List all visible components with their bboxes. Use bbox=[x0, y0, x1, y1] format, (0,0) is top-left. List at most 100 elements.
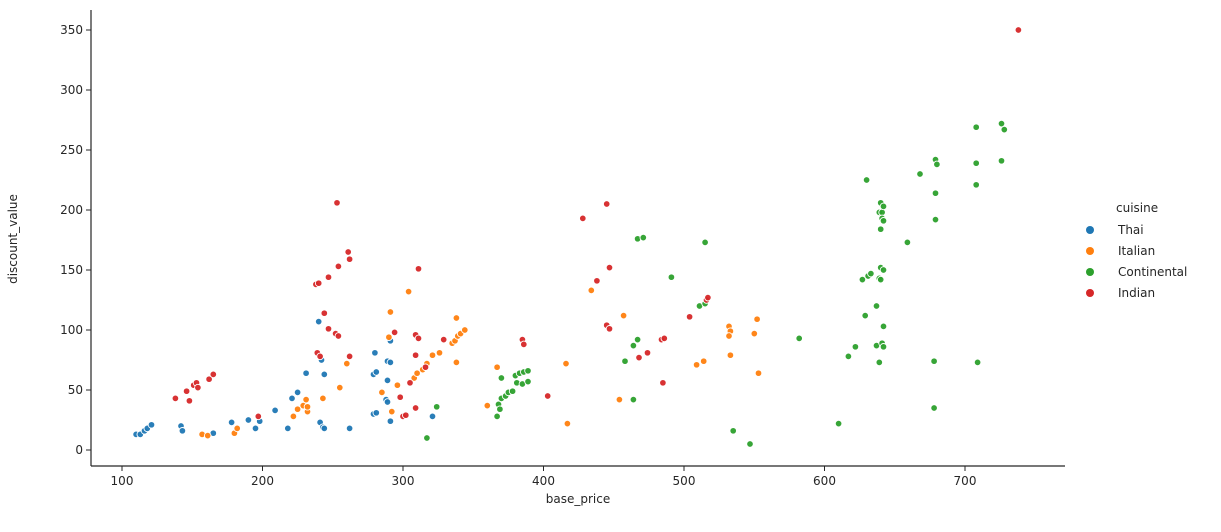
data-point-continental bbox=[844, 352, 853, 361]
data-point-italian bbox=[336, 383, 344, 392]
data-point-indian bbox=[406, 379, 414, 387]
data-point-indian bbox=[593, 277, 601, 285]
data-point-continental bbox=[729, 427, 737, 435]
data-point-continental bbox=[931, 215, 940, 224]
data-point-indian bbox=[635, 353, 643, 362]
data-point-italian bbox=[385, 333, 393, 341]
data-point-indian bbox=[194, 383, 202, 392]
data-point-indian bbox=[659, 379, 667, 387]
data-point-thai bbox=[371, 349, 379, 357]
y-tick-label: 150 bbox=[60, 263, 83, 277]
legend-swatch-icon bbox=[1086, 267, 1094, 276]
data-point-italian bbox=[302, 395, 310, 404]
data-point-continental bbox=[621, 357, 629, 365]
legend-swatch-icon bbox=[1086, 246, 1094, 255]
data-point-indian bbox=[254, 412, 263, 421]
data-point-indian bbox=[209, 370, 218, 379]
y-axis-label: discount_value bbox=[6, 194, 20, 284]
x-tick-label: 300 bbox=[392, 474, 415, 488]
data-point-italian bbox=[303, 403, 312, 411]
y-tick-label: 250 bbox=[60, 143, 83, 157]
data-point-indian bbox=[579, 214, 587, 223]
data-point-indian bbox=[185, 397, 194, 405]
data-point-continental bbox=[701, 238, 709, 247]
data-point-indian bbox=[333, 199, 341, 207]
data-point-continental bbox=[931, 189, 940, 197]
data-point-indian bbox=[316, 352, 324, 361]
data-point-thai bbox=[293, 388, 302, 397]
data-point-continental bbox=[972, 159, 980, 167]
data-point-indian bbox=[205, 375, 213, 383]
data-point-thai bbox=[302, 369, 310, 377]
data-point-thai bbox=[386, 358, 395, 367]
data-point-indian bbox=[602, 200, 611, 208]
data-point-indian bbox=[396, 393, 404, 401]
data-point-thai bbox=[147, 421, 156, 429]
data-point-italian bbox=[615, 395, 624, 404]
data-point-italian bbox=[386, 308, 395, 316]
legend-title: cuisine bbox=[1116, 201, 1159, 215]
data-point-continental bbox=[667, 273, 676, 281]
data-point-indian bbox=[1014, 26, 1023, 34]
data-point-indian bbox=[414, 334, 423, 343]
data-point-continental bbox=[879, 343, 888, 351]
data-point-indian bbox=[314, 279, 323, 287]
data-point-continental bbox=[834, 419, 843, 428]
data-point-italian bbox=[699, 357, 708, 365]
x-tick-label: 700 bbox=[954, 474, 977, 488]
data-point-italian bbox=[319, 394, 327, 403]
data-point-continental bbox=[862, 176, 871, 184]
data-point-continental bbox=[858, 275, 867, 284]
data-point-thai bbox=[251, 424, 260, 433]
data-point-italian bbox=[343, 359, 351, 368]
data-point-continental bbox=[876, 275, 885, 284]
data-point-indian bbox=[421, 363, 430, 371]
legend-item-italian: Italian bbox=[1082, 240, 1217, 261]
data-point-thai bbox=[383, 376, 392, 385]
data-point-thai bbox=[244, 416, 253, 424]
data-point-continental bbox=[851, 343, 860, 351]
data-point-indian bbox=[520, 340, 528, 349]
data-point-continental bbox=[879, 202, 888, 211]
data-point-thai bbox=[320, 370, 329, 379]
data-point-italian bbox=[428, 351, 437, 359]
legend-item-indian: Indian bbox=[1082, 282, 1217, 303]
data-point-continental bbox=[423, 434, 431, 442]
data-point-italian bbox=[435, 349, 444, 357]
data-point-indian bbox=[334, 332, 343, 340]
data-point-indian bbox=[660, 334, 669, 343]
data-point-continental bbox=[876, 225, 885, 233]
y-tick-label: 50 bbox=[68, 383, 83, 397]
data-point-continental bbox=[508, 387, 517, 395]
legend-label: Continental bbox=[1118, 264, 1188, 279]
data-point-indian bbox=[411, 351, 420, 359]
x-tick-label: 500 bbox=[673, 474, 696, 488]
data-point-italian bbox=[692, 361, 701, 369]
data-point-indian bbox=[324, 273, 333, 281]
x-tick-label: 100 bbox=[111, 474, 134, 488]
data-point-continental bbox=[1000, 125, 1009, 134]
x-tick-label: 600 bbox=[813, 474, 836, 488]
data-point-indian bbox=[439, 335, 448, 344]
data-point-thai bbox=[320, 424, 329, 433]
data-point-continental bbox=[872, 302, 881, 310]
data-point-indian bbox=[402, 411, 410, 419]
legend-label: Indian bbox=[1118, 285, 1156, 300]
data-point-italian bbox=[378, 388, 386, 397]
data-point-continental bbox=[493, 412, 501, 421]
data-point-italian bbox=[393, 381, 402, 389]
data-point-indian bbox=[643, 349, 652, 357]
data-point-thai bbox=[178, 427, 187, 435]
data-point-italian bbox=[725, 332, 733, 340]
data-point-thai bbox=[372, 368, 381, 376]
data-point-italian bbox=[483, 401, 492, 410]
data-point-thai bbox=[386, 417, 395, 425]
data-point-continental bbox=[795, 334, 803, 343]
data-point-indian bbox=[320, 309, 329, 317]
data-point-indian bbox=[704, 293, 712, 302]
data-point-indian bbox=[182, 387, 191, 395]
data-point-indian bbox=[605, 325, 614, 333]
data-point-continental bbox=[916, 170, 924, 178]
data-point-continental bbox=[496, 405, 504, 413]
